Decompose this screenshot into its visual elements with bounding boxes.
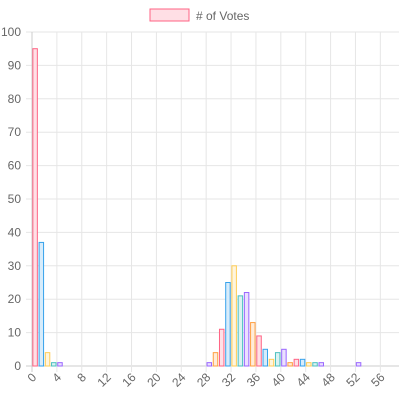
bar-x38[interactable] <box>268 358 275 367</box>
x-tick-label: 40 <box>269 370 289 390</box>
y-tick-label: 90 <box>8 58 22 72</box>
bar-x31[interactable] <box>225 282 231 367</box>
y-tick-label: 100 <box>1 25 21 39</box>
bar-x44[interactable] <box>306 362 312 367</box>
bar-x34[interactable] <box>243 292 250 367</box>
y-tick-label: 50 <box>8 192 22 206</box>
legend-label: # of Votes <box>196 9 249 23</box>
x-tick-label: 20 <box>144 370 164 390</box>
legend-swatch <box>149 8 190 22</box>
bar-x40[interactable] <box>281 348 287 367</box>
y-tick-label: 30 <box>8 259 22 273</box>
legend[interactable]: # of Votes <box>149 8 249 23</box>
bar-x2[interactable] <box>44 352 51 367</box>
bar-x33[interactable] <box>237 295 244 367</box>
bar-x46[interactable] <box>318 362 324 367</box>
x-tick-label: 36 <box>244 370 264 390</box>
bar-x32[interactable] <box>231 265 237 367</box>
x-tick-label: 52 <box>343 370 363 390</box>
y-axis-ticks: 0 10 20 30 40 50 60 70 80 90 100 <box>1 25 21 373</box>
bar-x52[interactable] <box>355 362 362 367</box>
bar-x36[interactable] <box>256 335 262 367</box>
y-tick-label: 70 <box>8 125 22 139</box>
bar-x39[interactable] <box>274 352 281 367</box>
bar-x41[interactable] <box>287 362 293 367</box>
bars <box>32 48 362 367</box>
bar-x28[interactable] <box>206 362 213 367</box>
bar-x0[interactable] <box>32 48 38 367</box>
bar-x4[interactable] <box>57 362 63 367</box>
x-tick-label: 56 <box>368 370 388 390</box>
x-tick-label: 8 <box>74 370 89 385</box>
x-tick-label: 48 <box>318 370 338 390</box>
y-tick-label: 10 <box>8 326 22 340</box>
bar-x43[interactable] <box>299 358 306 367</box>
x-tick-label: 28 <box>194 370 214 390</box>
bar-x30[interactable] <box>218 328 225 367</box>
bar-x37[interactable] <box>262 348 268 367</box>
bar-x3[interactable] <box>51 362 57 367</box>
y-tick-label: 80 <box>8 92 22 106</box>
bar-x45[interactable] <box>312 362 318 367</box>
bar-x1[interactable] <box>38 241 45 367</box>
bar-x29[interactable] <box>212 352 219 367</box>
bar-x42[interactable] <box>293 358 300 367</box>
x-tick-label: 16 <box>119 370 139 390</box>
grid <box>26 31 399 372</box>
y-tick-label: 40 <box>8 225 22 239</box>
x-tick-label: 32 <box>219 370 239 390</box>
x-tick-label: 24 <box>169 370 189 390</box>
x-tick-label: 0 <box>25 370 40 385</box>
x-tick-label: 44 <box>294 370 314 390</box>
x-tick-label: 12 <box>95 370 115 390</box>
x-axis-ticks: 0 4 8 12 16 20 24 28 32 36 40 44 48 52 56 <box>25 370 388 390</box>
y-tick-label: 60 <box>8 159 22 173</box>
x-tick-label: 4 <box>49 370 64 385</box>
bar-x35[interactable] <box>250 322 256 367</box>
y-tick-label: 0 <box>14 359 21 373</box>
y-tick-label: 20 <box>8 292 22 306</box>
